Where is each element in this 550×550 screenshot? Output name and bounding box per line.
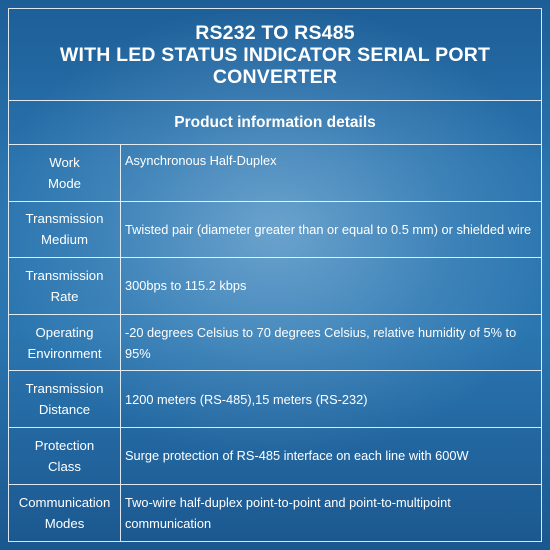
product-info-card: RS232 TO RS485 WITH LED STATUS INDICATOR… [8, 8, 542, 542]
row-value: Twisted pair (diameter greater than or e… [125, 221, 532, 237]
table-row-transmission-rate: Transmission Rate 300bps to 115.2 kbps [9, 258, 541, 315]
table-row-communication-modes: Communication Modes Two-wire half-duplex… [9, 484, 541, 542]
table-row-operating-environment: Operating Environment -20 degrees Celsiu… [9, 314, 541, 372]
table-row-transmission-distance: Transmission Distance 1200 meters (RS-48… [9, 371, 541, 428]
row-label: Work Mode [9, 145, 121, 201]
table-row-protection-class: Protection Class Surge protection of RS-… [9, 427, 541, 485]
row-label: Transmission Rate [9, 258, 121, 314]
section-subtitle: Product information details [9, 101, 541, 145]
title-block: RS232 TO RS485 WITH LED STATUS INDICATOR… [9, 9, 541, 101]
row-label: Transmission Distance [9, 371, 121, 427]
row-label: Protection Class [9, 427, 121, 484]
row-label: Operating Environment [9, 314, 121, 371]
row-value: 300bps to 115.2 kbps [125, 278, 247, 294]
title-line-3: CONVERTER [212, 65, 338, 88]
table-row-work-mode: Work Mode Asynchronous Half-Duplex [9, 145, 541, 202]
row-value: Two-wire half-duplex point-to-point and … [125, 494, 451, 531]
row-value: Asynchronous Half-Duplex [125, 153, 277, 168]
spec-table: Work Mode Asynchronous Half-Duplex Trans… [9, 145, 541, 542]
row-value: -20 degrees Celsius to 70 degrees Celsiu… [125, 324, 517, 361]
title-line-2: WITH LED STATUS INDICATOR SERIAL PORT [59, 43, 491, 66]
row-label: Communication Modes [9, 484, 121, 542]
row-value: Surge protection of RS-485 interface on … [125, 448, 469, 464]
title-line-1: RS232 TO RS485 [195, 21, 355, 44]
table-row-transmission-medium: Transmission Medium Twisted pair (diamet… [9, 201, 541, 259]
row-label: Transmission Medium [9, 201, 121, 258]
row-value: 1200 meters (RS-485),15 meters (RS-232) [125, 391, 368, 407]
